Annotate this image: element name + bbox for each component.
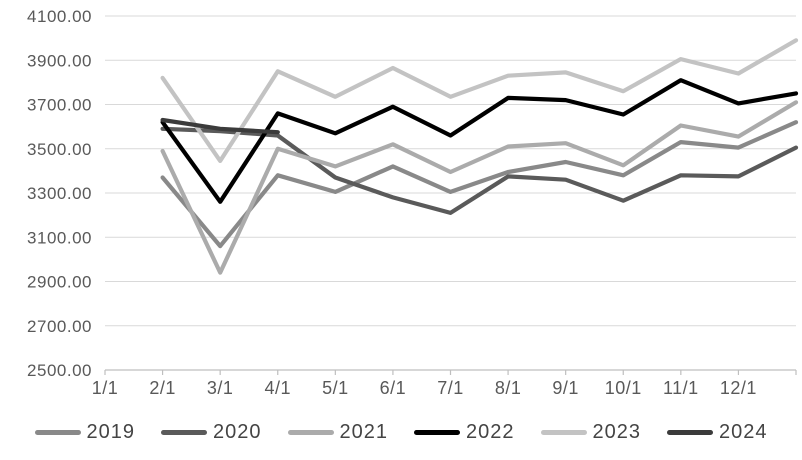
series-line-2019 xyxy=(160,120,799,249)
chart-legend: 2019 2020 2021 2022 2023 2024 xyxy=(0,422,802,442)
legend-item-2021: 2021 xyxy=(287,421,389,443)
y-axis-label: 3100.00 xyxy=(27,228,92,247)
y-axis-label: 4100.00 xyxy=(27,7,92,26)
x-axis-label: 4/1 xyxy=(264,378,291,398)
series-line-2022 xyxy=(160,78,799,204)
y-axis-label: 3300.00 xyxy=(27,184,92,203)
x-axis-label: 12/1 xyxy=(720,378,757,398)
legend-swatch-2021 xyxy=(287,429,334,435)
legend-label: 2021 xyxy=(339,421,388,443)
y-axis-label: 2500.00 xyxy=(27,361,92,380)
x-axis-label: 8/1 xyxy=(495,378,522,398)
y-axis-label: 2900.00 xyxy=(27,273,92,292)
legend-item-2019: 2019 xyxy=(34,421,136,443)
x-axis-label: 9/1 xyxy=(552,378,579,398)
legend-label: 2024 xyxy=(719,421,768,443)
series-line-2021 xyxy=(160,100,799,275)
series-line-2020 xyxy=(160,126,799,215)
legend-swatch-2020 xyxy=(161,429,207,435)
legend-label: 2022 xyxy=(466,421,515,443)
series-line-2023 xyxy=(160,38,799,163)
y-axis-label: 2700.00 xyxy=(27,317,92,336)
y-axis-label: 3700.00 xyxy=(27,96,92,115)
legend-label: 2023 xyxy=(592,421,641,443)
legend-item-2022: 2022 xyxy=(414,422,515,442)
x-axis-label: 1/1 xyxy=(92,378,119,398)
series-line-2024 xyxy=(160,117,280,135)
x-axis-label: 3/1 xyxy=(207,378,234,398)
legend-label: 2019 xyxy=(86,421,135,443)
plot-area: 4100.00 3900.00 3700.00 3500.00 3300.00 3100.… xyxy=(27,7,799,398)
y-axis-label: 3900.00 xyxy=(27,51,92,70)
legend-label: 2020 xyxy=(213,421,262,443)
x-axis-label: 10/1 xyxy=(605,378,642,398)
x-axis-label: 6/1 xyxy=(380,378,407,398)
y-axis-label: 3500.00 xyxy=(27,140,92,159)
legend-swatch-2019 xyxy=(34,429,81,435)
legend-item-2020: 2020 xyxy=(161,422,262,442)
x-axis-label: 7/1 xyxy=(437,378,464,398)
legend-swatch-2023 xyxy=(540,429,587,435)
x-axis-label: 5/1 xyxy=(322,378,349,398)
x-axis-label: 11/1 xyxy=(663,378,699,398)
legend-item-2023: 2023 xyxy=(540,421,642,443)
legend-swatch-2024 xyxy=(667,429,713,435)
x-axis-label: 2/1 xyxy=(149,378,176,398)
legend-swatch-2022 xyxy=(414,429,460,435)
legend-item-2024: 2024 xyxy=(667,422,768,442)
